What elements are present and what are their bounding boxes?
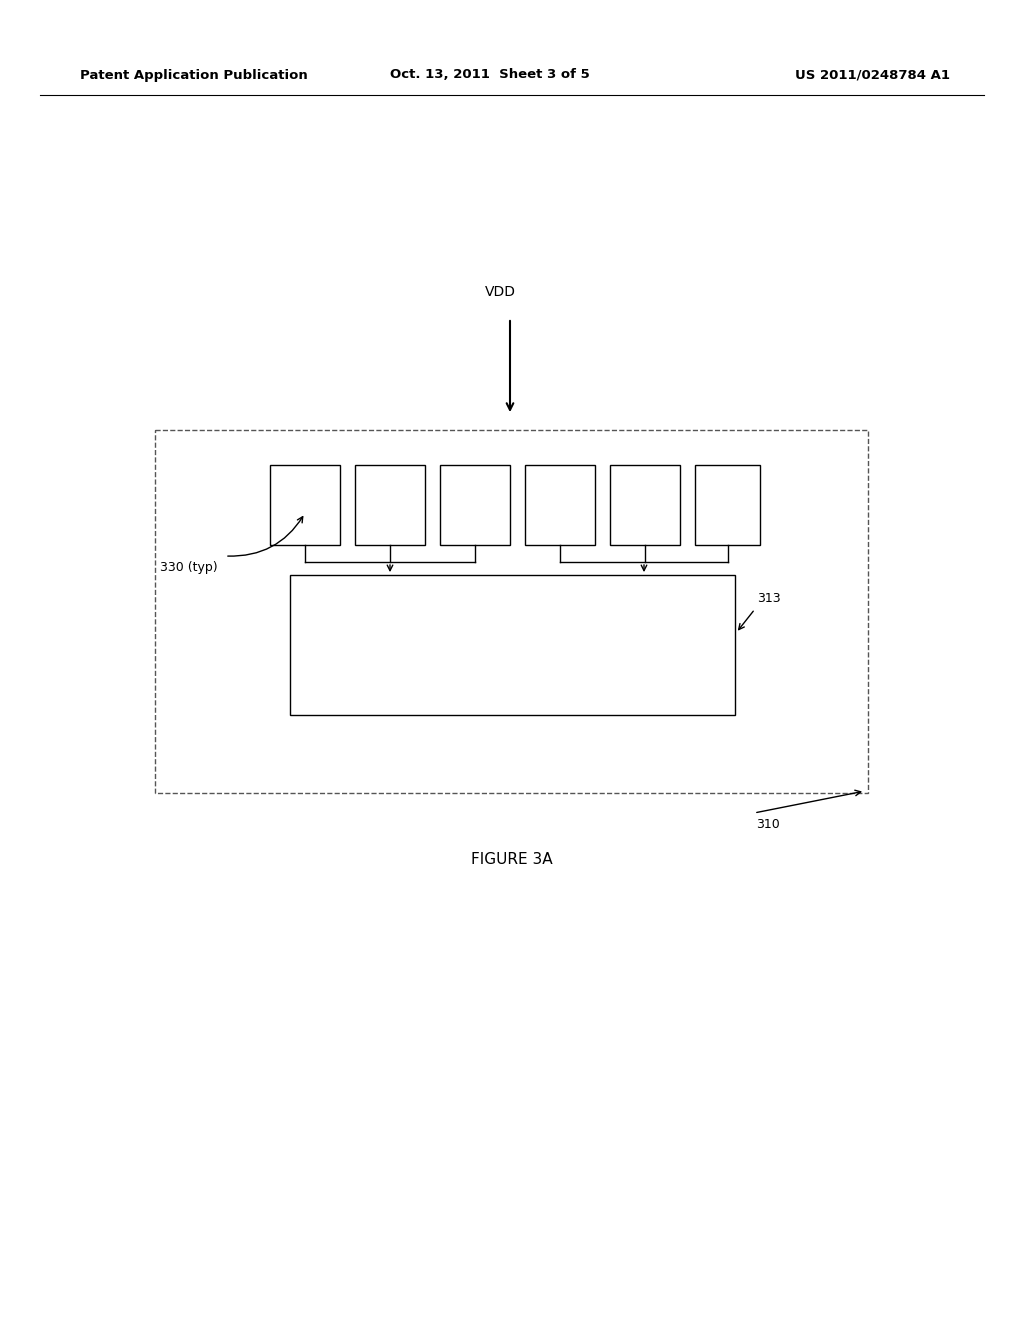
Text: Oct. 13, 2011  Sheet 3 of 5: Oct. 13, 2011 Sheet 3 of 5: [390, 69, 590, 82]
Text: 310: 310: [756, 818, 779, 832]
Bar: [525, 465, 595, 545]
Bar: [695, 465, 760, 545]
Bar: [270, 465, 340, 545]
Text: Patent Application Publication: Patent Application Publication: [80, 69, 308, 82]
Text: 330 (typ): 330 (typ): [160, 561, 218, 573]
Bar: [440, 465, 510, 545]
Text: FIGURE 3A: FIGURE 3A: [471, 853, 553, 867]
Text: VDD: VDD: [484, 285, 515, 300]
Bar: [610, 465, 680, 545]
Bar: [290, 576, 735, 715]
Bar: [355, 465, 425, 545]
Bar: [155, 430, 868, 793]
Text: 313: 313: [757, 591, 780, 605]
Text: US 2011/0248784 A1: US 2011/0248784 A1: [795, 69, 950, 82]
